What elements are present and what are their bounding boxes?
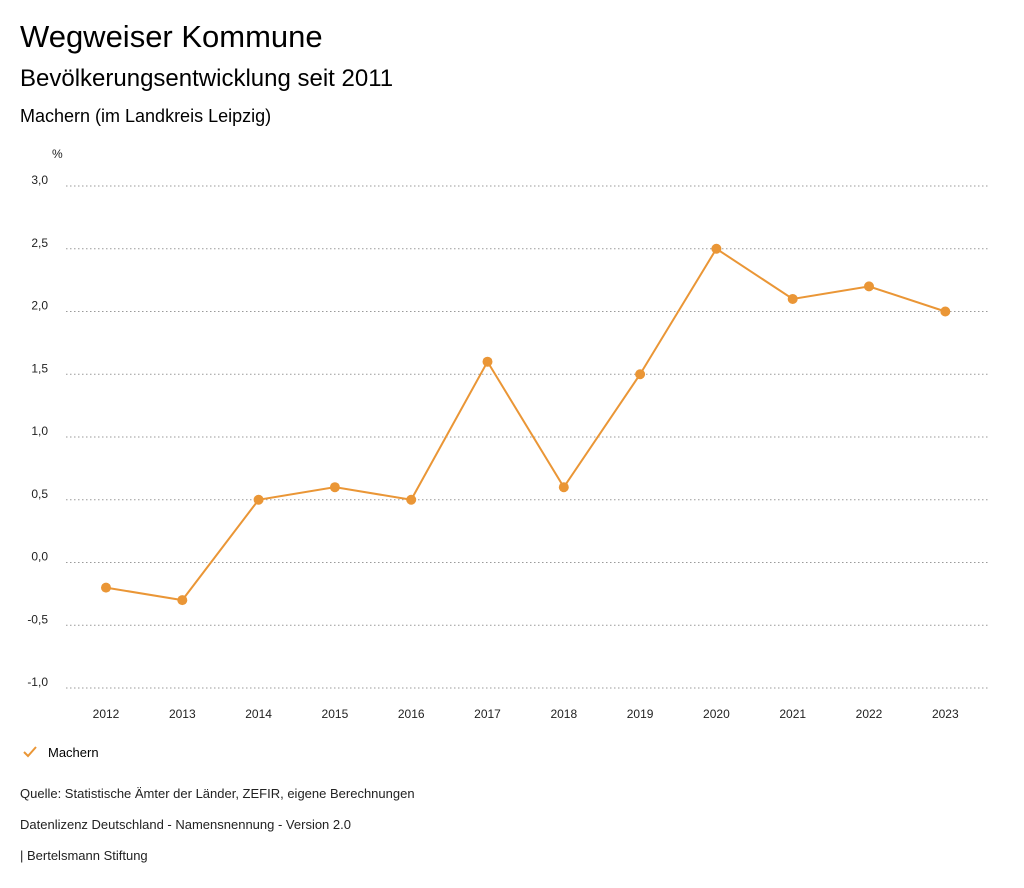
y-tick-label: 2,5 (31, 236, 48, 250)
x-tick-label: 2022 (856, 707, 883, 721)
data-point-2019[interactable] (635, 369, 646, 380)
y-tick-label: 0,0 (31, 550, 48, 564)
chart-subtitle: Bevölkerungsentwicklung seit 2011 (20, 65, 394, 92)
publisher-note: | Bertelsmann Stiftung (20, 848, 148, 863)
x-tick-labels: 2012 2013 2014 2015 2016 2017 2018 2019 2020 2021… (93, 707, 959, 721)
data-point-2014[interactable] (253, 494, 264, 505)
data-point-2021[interactable] (787, 293, 798, 304)
data-point-2020[interactable] (711, 243, 722, 254)
data-point-2016[interactable] (406, 494, 417, 505)
checkmark-icon (23, 746, 37, 758)
region-label: Machern (im Landkreis Leipzig) (20, 106, 272, 126)
y-tick-label: 2,0 (31, 299, 48, 313)
y-axis-unit: % (52, 147, 63, 161)
source-note: Quelle: Statistische Ämter der Länder, Z… (20, 786, 415, 801)
x-tick-label: 2020 (703, 707, 730, 721)
y-tick-label: 1,5 (31, 361, 48, 375)
x-tick-label: 2015 (322, 707, 349, 721)
data-point-2023[interactable] (940, 306, 951, 317)
data-point-2013[interactable] (177, 595, 188, 606)
data-point-2012[interactable] (101, 582, 111, 593)
y-tick-label: 3,0 (31, 173, 48, 187)
x-tick-label: 2012 (93, 707, 120, 721)
x-tick-label: 2021 (779, 707, 806, 721)
data-point-2017[interactable] (482, 356, 493, 367)
series-machern (101, 243, 951, 606)
x-tick-label: 2017 (474, 707, 501, 721)
y-tick-label: 0,5 (31, 487, 48, 501)
x-tick-label: 2016 (398, 707, 425, 721)
y-tick-labels: 3,0 2,5 2,0 1,5 1,0 0,5 0,0 -0,5 -1,0 (27, 173, 48, 689)
grid-lines (66, 185, 990, 689)
x-tick-label: 2018 (550, 707, 577, 721)
series-line (105, 247, 946, 602)
page-title: Wegweiser Kommune (20, 19, 323, 54)
license-note: Datenlizenz Deutschland - Namensnennung … (20, 817, 351, 832)
y-tick-label: -0,5 (27, 612, 48, 626)
data-point-2018[interactable] (558, 482, 569, 493)
y-tick-label: -1,0 (27, 675, 48, 689)
data-point-2022[interactable] (864, 281, 874, 292)
legend-label-machern: Machern (48, 744, 99, 760)
line-chart: 3,02,52,01,51,00,50,0-0,5-1,0 2012 2013 20… (27, 147, 990, 721)
x-tick-label: 2023 (932, 707, 959, 721)
data-point-2015[interactable] (329, 482, 340, 493)
x-tick-label: 2013 (169, 707, 196, 721)
y-tick-label: 1,0 (31, 424, 48, 438)
x-tick-label: 2019 (627, 707, 654, 721)
x-tick-label: 2014 (245, 707, 272, 721)
legend[interactable]: Machern (22, 744, 99, 760)
